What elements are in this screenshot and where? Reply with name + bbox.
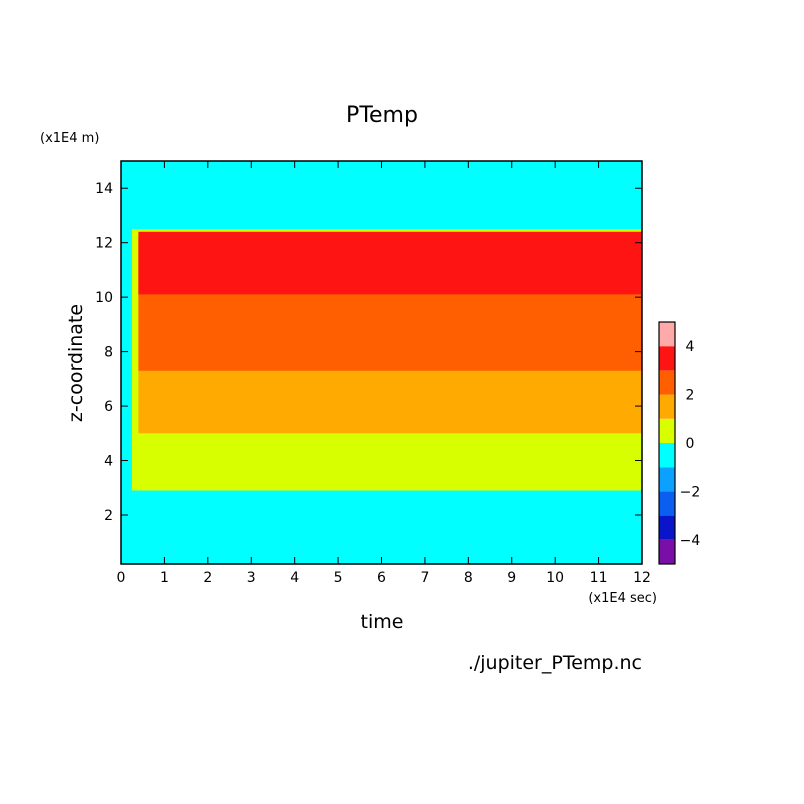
x-tick-label: 12 — [633, 570, 651, 586]
colorbar: −4 −2 0 2 4 — [658, 321, 701, 565]
x-axis-label: time — [361, 611, 404, 633]
y-axis-unit-label: (x1E4 m) — [40, 131, 99, 146]
y-tick-label: 4 — [104, 454, 113, 470]
y-tick-label: 2 — [104, 508, 113, 524]
colorbar-swatch — [659, 539, 675, 564]
colorbar-swatch — [659, 394, 675, 419]
plot-area — [121, 161, 642, 564]
x-tick-label: 5 — [334, 570, 343, 586]
x-tick-label: 3 — [247, 570, 256, 586]
contour-region-4 — [138, 231, 642, 295]
colorbar-tick-label: −2 — [680, 484, 701, 500]
colorbar-swatch — [659, 322, 675, 347]
x-tick-label: 6 — [377, 570, 386, 586]
colorbar-tick-label: −4 — [680, 533, 701, 549]
contour-fill-layer — [121, 229, 642, 564]
y-tick-label: 8 — [104, 345, 113, 361]
y-tick-label: 12 — [95, 236, 113, 252]
x-tick-label: 7 — [420, 570, 429, 586]
x-axis-unit-label: (x1E4 sec) — [588, 591, 657, 606]
colorbar-swatch — [659, 443, 675, 468]
colorbar-swatch — [659, 346, 675, 371]
y-tick-label: 14 — [95, 181, 113, 197]
colorbar-tick-label: 4 — [686, 339, 695, 355]
chart-title: PTemp — [346, 103, 418, 128]
colorbar-swatch — [659, 418, 675, 443]
colorbar-swatch — [659, 491, 675, 516]
y-tick-label: 10 — [95, 290, 113, 306]
x-tick-label: 11 — [590, 570, 608, 586]
colorbar-frame — [658, 321, 676, 565]
y-tick-label: 6 — [104, 399, 113, 415]
colorbar-swatch — [659, 370, 675, 395]
contour-region-0 — [121, 490, 642, 564]
source-file-label: ./jupiter_PTemp.nc — [468, 652, 642, 674]
x-tick-label: 9 — [507, 570, 516, 586]
x-tick-label: 8 — [464, 570, 473, 586]
colorbar-tick-label: 2 — [686, 388, 695, 404]
x-tick-label: 4 — [290, 570, 299, 586]
y-axis: 2 4 6 8 10 12 14 — [95, 181, 642, 524]
y-axis-label: z-coordinate — [65, 304, 87, 422]
colorbar-swatch — [659, 467, 675, 492]
x-axis: 0 1 2 3 4 5 6 7 8 9 10 11 12 — [117, 161, 651, 586]
x-tick-label: 2 — [203, 570, 212, 586]
colorbar-tick-label: 0 — [686, 436, 695, 452]
x-tick-label: 1 — [160, 570, 169, 586]
x-tick-label: 10 — [546, 570, 564, 586]
colorbar-swatch — [659, 515, 675, 540]
x-tick-label: 0 — [117, 570, 126, 586]
